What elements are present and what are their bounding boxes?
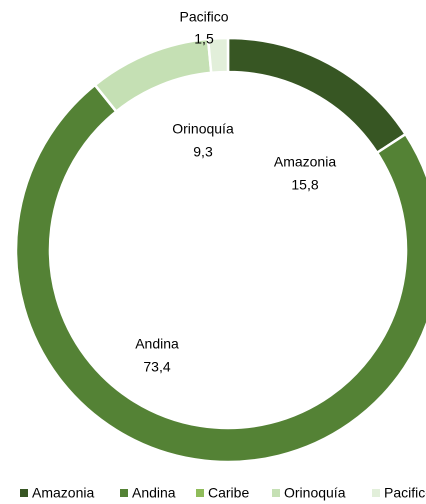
legend-label: Caribe [208, 485, 249, 501]
slice-value: 15,8 [291, 177, 318, 193]
legend-swatch [196, 489, 204, 497]
slice [93, 37, 213, 114]
slice-label: Orinoquía [172, 121, 234, 137]
slice-label: Andina [135, 336, 179, 352]
slice-value: 9,3 [193, 144, 213, 160]
slice [206, 36, 230, 75]
slice [226, 36, 408, 155]
slice-value: 73,4 [143, 359, 170, 375]
slice [14, 83, 426, 464]
legend-label: Pacifico [384, 485, 426, 501]
legend-swatch [120, 489, 128, 497]
legend-label: Amazonia [32, 485, 94, 501]
legend-label: Orinoquía [284, 485, 346, 501]
slice-label: Amazonia [274, 154, 336, 170]
slice-value: 1,5 [194, 31, 214, 47]
legend-swatch [272, 489, 280, 497]
legend-swatch [20, 489, 28, 497]
slice-label: Pacifico [179, 9, 228, 25]
legend-swatch [372, 489, 380, 497]
legend-label: Andina [132, 485, 176, 501]
